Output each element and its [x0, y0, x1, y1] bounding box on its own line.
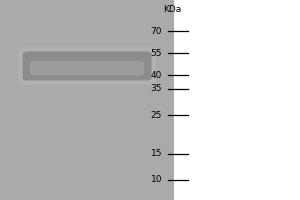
Text: 15: 15: [151, 150, 162, 158]
Text: 40: 40: [151, 71, 162, 79]
Text: 10: 10: [151, 176, 162, 184]
FancyBboxPatch shape: [22, 51, 152, 80]
Text: 35: 35: [151, 84, 162, 93]
Text: 70: 70: [151, 26, 162, 36]
Bar: [0, 0, 174, 200]
Text: KDa: KDa: [164, 4, 181, 14]
Text: 25: 25: [151, 110, 162, 119]
FancyBboxPatch shape: [18, 47, 156, 84]
FancyBboxPatch shape: [30, 61, 144, 75]
Text: 55: 55: [151, 48, 162, 58]
